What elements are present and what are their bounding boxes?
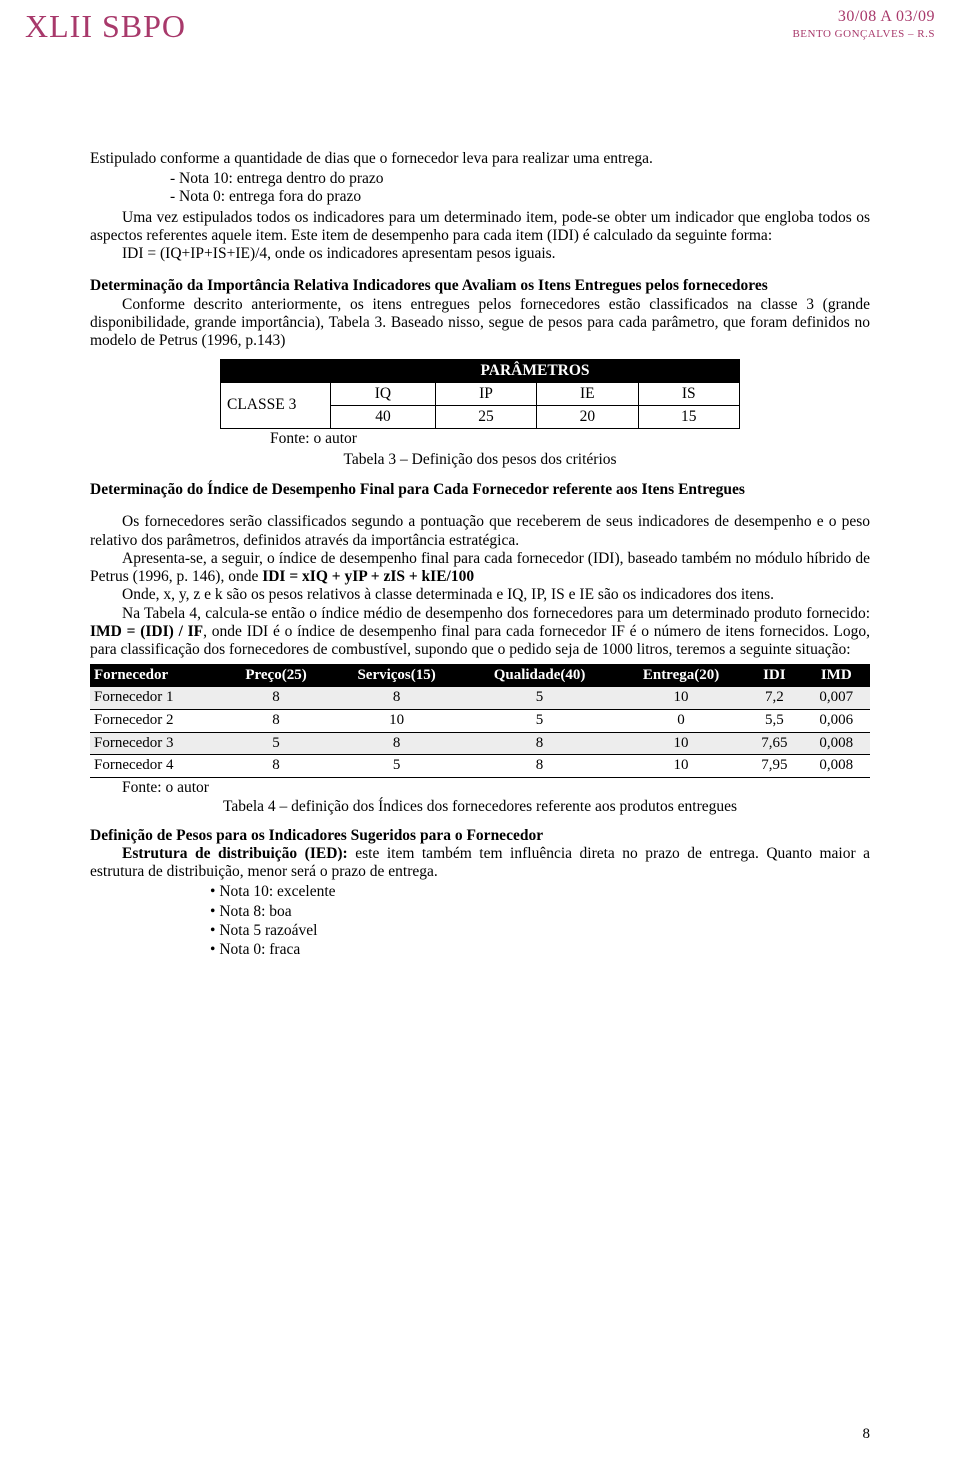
heading-determinacao-indice: Determinação do Índice de Desempenho Fin… (90, 481, 870, 499)
table-cell: IP (435, 382, 536, 405)
table-header: Fornecedor (90, 664, 222, 688)
table-cell: IS (638, 382, 740, 405)
table-header: Qualidade(40) (463, 664, 616, 688)
table-cell: 7,65 (746, 732, 802, 755)
para-fornecedores-class: Os fornecedores serão classificados segu… (90, 513, 870, 550)
para-conforme: Conforme descrito anteriormente, os iten… (90, 296, 870, 351)
table3: PARÂMETROS CLASSE 3 IQ IP IE IS 40 25 20… (220, 359, 740, 430)
para-estrutura: Estrutura de distribuição (IED): este it… (90, 845, 870, 882)
table-cell: 10 (330, 709, 463, 732)
table-cell: 10 (616, 732, 746, 755)
table-row: Fornecedor 1885107,20,007 (90, 687, 870, 709)
page-body: Estipulado conforme a quantidade de dias… (0, 50, 960, 960)
table-header: Preço(25) (222, 664, 330, 688)
para-estipulado: Estipulado conforme a quantidade de dias… (90, 150, 870, 168)
formula-imd: IMD = (IDI) / IF (90, 623, 203, 640)
table-cell: 7,95 (746, 755, 802, 778)
para-tabela4: Na Tabela 4, calcula-se então o índice m… (90, 605, 870, 660)
table3-param-header: PARÂMETROS (331, 359, 740, 382)
table-header: Serviços(15) (330, 664, 463, 688)
table-row: Fornecedor 3588107,650,008 (90, 732, 870, 755)
table4: Fornecedor Preço(25) Serviços(15) Qualid… (90, 664, 870, 778)
table-cell: 8 (222, 755, 330, 778)
table-cell: 0,007 (803, 687, 870, 709)
para-umavez: Uma vez estipulados todos os indicadores… (90, 209, 870, 246)
list-item: Nota 0: entrega fora do prazo (170, 188, 870, 206)
table-cell: 20 (537, 406, 638, 429)
table-row: Fornecedor Preço(25) Serviços(15) Qualid… (90, 664, 870, 688)
table-cell: 0 (616, 709, 746, 732)
text: , onde IDI é o índice de desempenho fina… (90, 623, 870, 658)
table-cell: 8 (330, 732, 463, 755)
table-cell: 7,2 (746, 687, 802, 709)
header-right: 30/08 A 03/09 BENTO GONÇALVES – R.S (792, 8, 935, 41)
header-dates: 30/08 A 03/09 (792, 8, 935, 27)
table-cell: IQ (331, 382, 436, 405)
table3-wrap: PARÂMETROS CLASSE 3 IQ IP IE IS 40 25 20… (220, 359, 740, 469)
heading-definicao-pesos: Definição de Pesos para os Indicadores S… (90, 827, 870, 845)
list-item: Nota 0: fraca (210, 941, 870, 959)
table-cell: 8 (463, 732, 616, 755)
table-cell: 8 (222, 687, 330, 709)
table-cell: 10 (616, 755, 746, 778)
table-cell: 5,5 (746, 709, 802, 732)
table-cell: IE (537, 382, 638, 405)
table-cell: 10 (616, 687, 746, 709)
table-cell: 0,008 (803, 732, 870, 755)
table-cell: 40 (331, 406, 436, 429)
para-onde: Onde, x, y, z e k são os pesos relativos… (90, 586, 870, 604)
ied-label: Estrutura de distribuição (IED): (122, 845, 355, 862)
list-item: Nota 10: entrega dentro do prazo (170, 170, 870, 188)
table-cell: 5 (222, 732, 330, 755)
page-number: 8 (863, 1426, 871, 1444)
table-header: IMD (803, 664, 870, 688)
table-cell: Fornecedor 4 (90, 755, 222, 778)
table-header: Entrega(20) (616, 664, 746, 688)
formula-idi: IDI = xIQ + yIP + zIS + kIE/100 (262, 568, 474, 585)
table-cell: 5 (330, 755, 463, 778)
table-cell: 8 (330, 687, 463, 709)
table-cell: 15 (638, 406, 740, 429)
text: Na Tabela 4, calcula-se então o índice m… (122, 605, 870, 622)
note-list-2: Nota 10: excelente Nota 8: boa Nota 5 ra… (90, 883, 870, 959)
para-idi-formula: IDI = (IQ+IP+IS+IE)/4, onde os indicador… (90, 245, 870, 263)
table-cell: 5 (463, 687, 616, 709)
table-cell: 8 (463, 755, 616, 778)
heading-determinacao-importancia: Determinação da Importância Relativa Ind… (90, 277, 870, 295)
table3-source: Fonte: o autor (220, 430, 740, 448)
list-item: Nota 8: boa (210, 903, 870, 921)
table-cell: Fornecedor 2 (90, 709, 222, 732)
table-header: IDI (746, 664, 802, 688)
note-list-1: Nota 10: entrega dentro do prazo Nota 0:… (90, 170, 870, 207)
table-cell: 0,008 (803, 755, 870, 778)
page-header: XLII SBPO 30/08 A 03/09 BENTO GONÇALVES … (0, 0, 960, 50)
table-cell: 25 (435, 406, 536, 429)
list-item: Nota 5 razoável (210, 922, 870, 940)
table-cell: Fornecedor 3 (90, 732, 222, 755)
table-cell: 0,006 (803, 709, 870, 732)
list-item: Nota 10: excelente (210, 883, 870, 901)
table4-source: Fonte: o autor (90, 779, 870, 797)
table-cell: 5 (463, 709, 616, 732)
table3-caption: Tabela 3 – Definição dos pesos dos crité… (220, 451, 740, 469)
table-row: Fornecedor 2810505,50,006 (90, 709, 870, 732)
table-cell: 8 (222, 709, 330, 732)
conference-logo: XLII SBPO (25, 8, 186, 46)
table-row: Fornecedor 4858107,950,008 (90, 755, 870, 778)
table4-caption: Tabela 4 – definição dos Índices dos for… (90, 798, 870, 816)
text: Apresenta-se, a seguir, o índice de dese… (90, 550, 870, 585)
table-cell: Fornecedor 1 (90, 687, 222, 709)
para-apresenta: Apresenta-se, a seguir, o índice de dese… (90, 550, 870, 587)
table3-rowlabel: CLASSE 3 (221, 382, 331, 429)
header-location: BENTO GONÇALVES – R.S (792, 28, 935, 41)
